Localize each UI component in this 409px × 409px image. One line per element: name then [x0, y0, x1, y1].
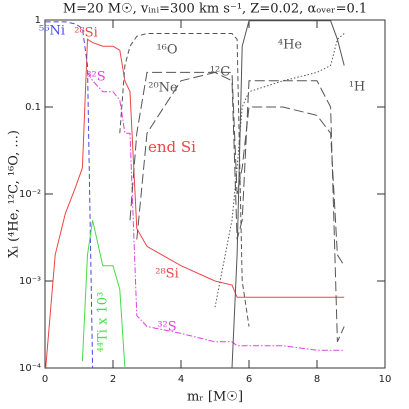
series-line: [136, 71, 345, 266]
series-line: [214, 33, 345, 308]
series-line: [231, 20, 345, 369]
series-label: ⁴He: [278, 38, 303, 53]
x-tick-label: 8: [314, 374, 320, 385]
series-label: ⁵⁶Ni: [39, 24, 65, 39]
x-tick-label: 4: [178, 374, 184, 385]
y-tick-label: 10⁻⁴: [19, 363, 41, 374]
series-label: ¹⁶O: [156, 43, 177, 58]
series-line: [87, 72, 345, 351]
y-tick-label: 10⁻³: [19, 276, 41, 287]
x-tick-label: 2: [110, 374, 116, 385]
chart-title: M=20 M☉, vᵢₙᵢ=300 km s⁻¹, Z=0.02, αₒᵥₑᵣ=…: [63, 2, 367, 17]
y-axis-label: Xᵢ (⁴He, ¹²C, ¹⁶O, ...): [7, 130, 22, 258]
series-label: ¹H: [349, 80, 366, 95]
series-label: ²⁰Ne: [148, 81, 178, 96]
series-label: ³²S: [86, 70, 105, 85]
series-line: [119, 33, 250, 327]
x-axis-label: mᵣ [M☉]: [187, 390, 243, 405]
x-tick-label: 0: [42, 374, 48, 385]
series-label: ²⁸Si: [155, 267, 179, 282]
series-line: [81, 220, 126, 369]
y-tick-label: 0.1: [25, 102, 41, 113]
series-label: ¹²C: [210, 65, 230, 80]
annotation: end Si: [148, 138, 196, 156]
series-line: [129, 71, 345, 343]
series-label: ²⁸Si: [74, 26, 98, 41]
series-line: [45, 38, 345, 369]
x-tick-label: 10: [379, 374, 392, 385]
y-tick-label: 10⁻²: [19, 189, 41, 200]
x-tick-label: 6: [246, 374, 252, 385]
series-label: ³²S: [157, 320, 176, 335]
series-label: ⁴⁴Ti x 10³: [96, 292, 111, 353]
y-tick-label: 1: [35, 15, 41, 26]
series-line: [45, 21, 94, 369]
